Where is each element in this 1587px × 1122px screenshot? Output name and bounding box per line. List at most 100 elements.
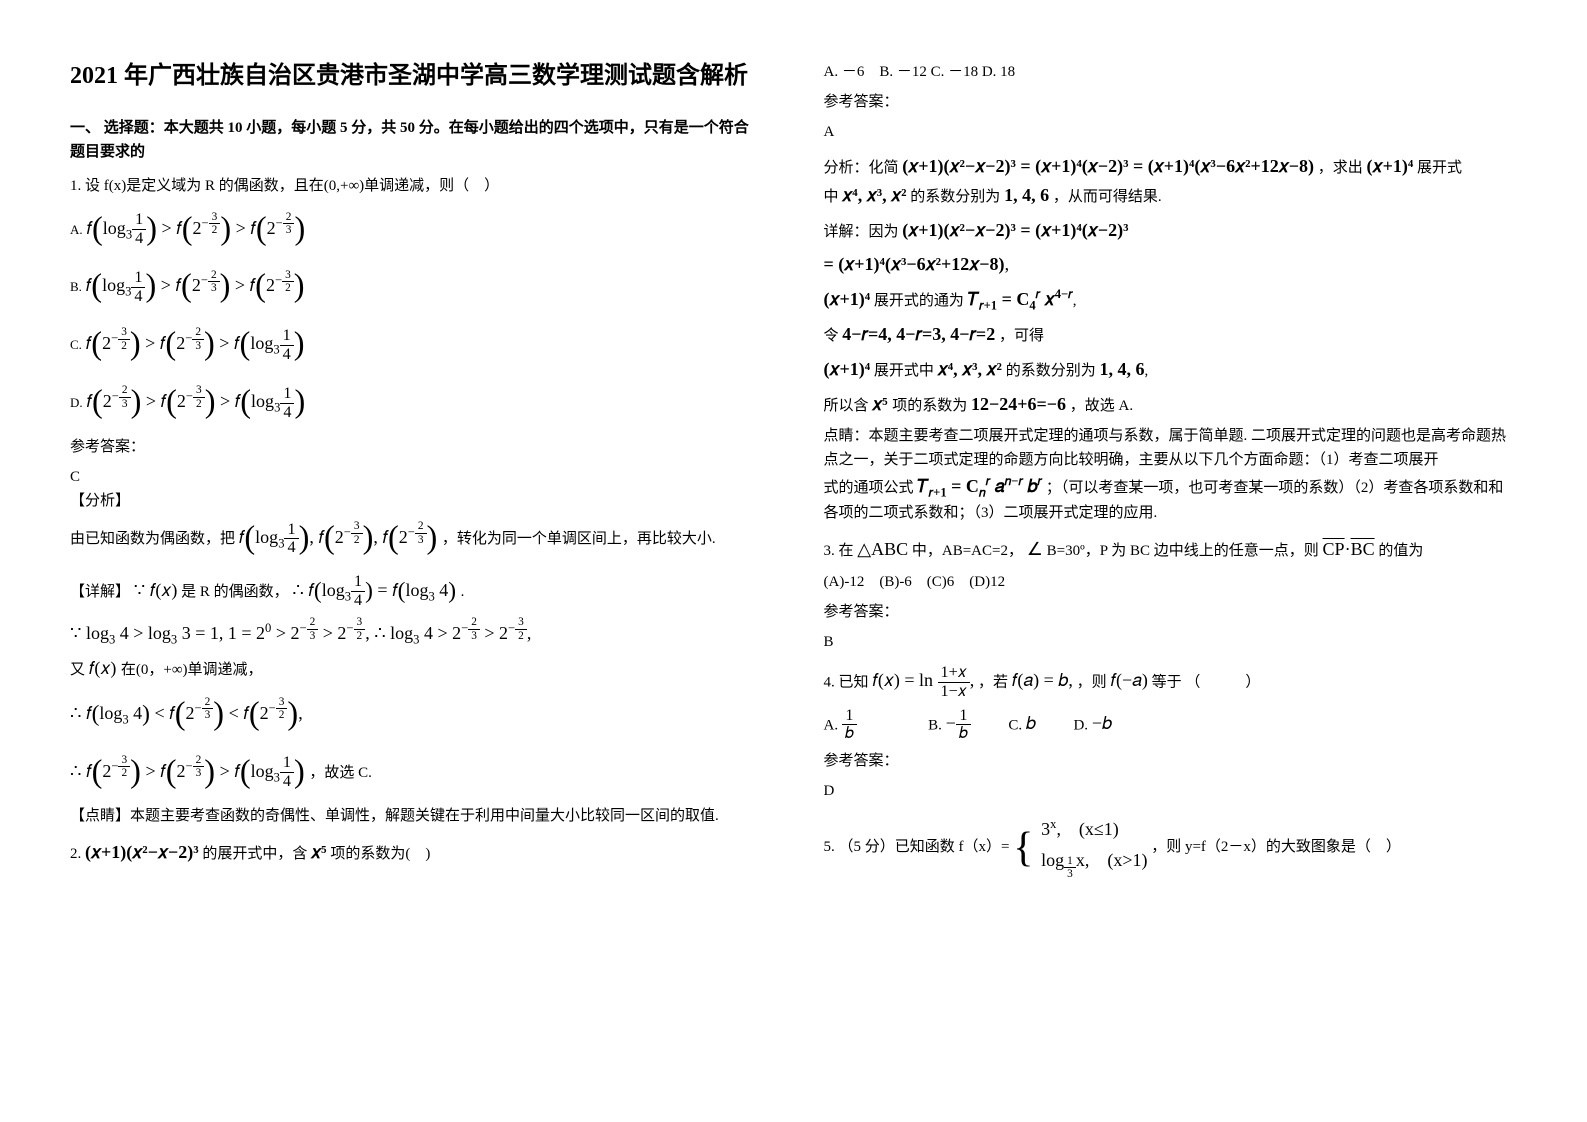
q2-ans: A [824,120,1518,144]
q1-detail1-post-expr: ∴ 𝑓(log314) = 𝑓(log3 4) [292,580,460,600]
q3-stem-post: 的值为 [1378,543,1423,559]
q2-line5-expr: (𝑥+1)⁴ [824,289,871,309]
q1-detail5: ∴ 𝑓(2−32) > 𝑓(2−23) > 𝑓(log314) ，故选 C. [70,747,764,799]
q4-stem-expr3: 𝑓(−𝑎) [1110,670,1148,690]
q2-line6-expr: 4−𝑟=4, 4−𝑟=3, 4−𝑟=2 [842,324,995,344]
q1-opt-d: D. 𝑓(2−23) > 𝑓(2−32) > 𝑓(log314) [70,377,764,429]
q3-stem: 3. 在 △ABC 中，AB=AC=2， ∠ B=30º，P 为 BC 边中线上… [824,535,1518,564]
q1-detail3: 又 𝑓(𝑥) 在(0，+∞)单调递减， [70,654,764,683]
q5-stem: 5. （5 分）已知函数 f（x）= { 3x, (x≤1) log13x, (… [824,813,1518,882]
q2-stem: 2. (𝑥+1)(𝑥²−𝑥−2)³ 的展开式中，含 𝑥⁵ 项的系数为( ) [70,838,764,867]
q5-piece1: 3x, (x≤1) [1041,815,1147,844]
q1-analysis-label: 【分析】 [70,489,764,513]
q2-line8-expr: 𝑥⁵ [872,394,892,414]
q4-stem-pre: 4. 已知 [824,674,869,690]
q2-line6: 令 4−𝑟=4, 4−𝑟=3, 4−𝑟=2 ，可得 [824,320,1518,349]
q1-detail-line1: 【详解】 ∵ 𝑓(𝑥) 是 R 的偶函数， ∴ 𝑓(log314) = 𝑓(lo… [70,573,764,610]
q3-stem-ang: ∠ [1027,539,1043,559]
q1-detail2: ∵ log3 4 > log3 3 = 1, 1 = 20 > 2−23 > 2… [70,616,764,648]
q1-opt-a: A. 𝑓(log314) > 𝑓(2−32) > 𝑓(2−23) [70,204,764,256]
q1-detail-label: 【详解】 [70,584,130,600]
q3-ans: B [824,630,1518,654]
q4-stem-mid2: ，则 [1077,674,1107,690]
q2-line1-expr2: (𝑥+1)⁴ [1367,156,1414,176]
q1-detail5-expr: ∴ 𝑓(2−32) > 𝑓(2−23) > 𝑓(log314) [70,761,309,781]
q2-opts: A. －6 B. －12 C. －18 D. 18 [824,60,1518,84]
q2-line1-post: 展开式 [1417,160,1462,176]
q2-line8-mid: 项的系数为 [892,398,967,414]
q2-line7-expr3: 1, 4, 6 [1099,359,1144,379]
q1-analysis-line: 由已知函数为偶函数，把 𝑓(log314), 𝑓(2−32), 𝑓(2−23) … [70,513,764,565]
q2-stem-pre: 2. [70,846,85,862]
q2-line6-post: ，可得 [999,328,1044,344]
q2-line3-pre: 详解：因为 [824,224,899,240]
q3-stem-pre: 3. 在 [824,543,854,559]
q2-line5: (𝑥+1)⁴ 展开式的通为 𝑇𝑟+1 = C4𝑟 𝑥4−𝑟, [824,285,1518,314]
q2-ans-label: 参考答案： [824,90,1518,114]
q2-line2-expr: 𝑥⁴, 𝑥³, 𝑥² [842,185,906,205]
q1-tip: 【点睛】本题主要考查函数的奇偶性、单调性，解题关键在于利用中间量大小比较同一区间… [70,804,764,828]
q2-line6-pre: 令 [824,328,839,344]
q2-line3-expr: (𝑥+1)(𝑥²−𝑥−2)³ = (𝑥+1)⁴(𝑥−2)³ [902,220,1128,240]
q2-line7-expr: (𝑥+1)⁴ [824,359,871,379]
q2-stem-mid: 的展开式中，含 [202,846,311,862]
q1-analysis-pre: 由已知函数为偶函数，把 [70,531,235,547]
q2-tip2: 式的通项公式 𝑇𝑟+1 = C𝑛𝑟 𝑎𝑛−𝑟 𝑏𝑟 ；（可以考查某一项，也可考查… [824,472,1518,525]
q1-opt-a-expr: 𝑓(log314) > 𝑓(2−32) > 𝑓(2−23) [86,218,305,238]
q1-opt-c-label: C. [70,337,82,352]
q2-line2-expr2: 1, 4, 6 [1004,185,1049,205]
q2-line2-mid: 的系数分别为 [910,189,1000,205]
q2-line7-expr2: 𝑥⁴, 𝑥³, 𝑥² [938,359,1002,379]
q1-opt-c: C. 𝑓(2−32) > 𝑓(2−23) > 𝑓(log314) [70,319,764,371]
q1-opt-d-label: D. [70,395,83,410]
q3-opts: (A)-12 (B)-6 (C)6 (D)12 [824,570,1518,594]
q1-analysis-expr: 𝑓(log314), 𝑓(2−32), 𝑓(2−23) [239,527,442,547]
q4-stem-expr2: 𝑓(𝑎) = 𝑏, [1012,670,1073,690]
q1-detail1-pre-expr: ∵ 𝑓(𝑥) [134,580,178,600]
q4-ans-label: 参考答案： [824,749,1518,773]
page-root: 2021 年广西壮族自治区贵港市圣湖中学高三数学理测试题含解析 一、 选择题：本… [0,0,1587,1122]
q2-line7-mid2: 的系数分别为 [1006,363,1096,379]
q2-stem-expr: (𝑥+1)(𝑥²−𝑥−2)³ [85,842,199,862]
q1-ans-label: 参考答案： [70,435,764,459]
q5-piecewise: 3x, (x≤1) log13x, (x>1) [1041,813,1147,882]
q4-opt-c-pre: C. [1008,717,1026,733]
q1-detail5-post: ，故选 C. [309,765,372,781]
q4-stem-expr1: 𝑓(𝑥) = ln 1+𝑥1−𝑥, [872,670,974,690]
q5-stem-pre: 5. （5 分）已知函数 f（x）= [824,839,1010,855]
q4-stem-post: 等于 （ ） [1152,674,1261,690]
right-column: A. －6 B. －12 C. －18 D. 18 参考答案： A 分析：化简 … [794,60,1548,1102]
q3-ans-label: 参考答案： [824,600,1518,624]
q1-detail3-post: 在(0，+∞)单调递减， [121,662,263,678]
q1-opt-c-expr: 𝑓(2−32) > 𝑓(2−23) > 𝑓(log314) [86,333,305,353]
q1-opt-a-label: A. [70,222,83,237]
q2-line8-pre: 所以含 [824,398,869,414]
q1-detail4: ∴ 𝑓(log3 4) < 𝑓(2−23) < 𝑓(2−32), [70,689,764,741]
q4-opt-a: 1𝑏 [842,713,857,733]
q2-line7-mid: 展开式中 [874,363,934,379]
q4-ans: D [824,779,1518,803]
q3-stem-mid2: B=30º，P 为 BC 边中线上的任意一点，则 [1047,543,1319,559]
q4-opt-d-pre: D. [1073,717,1091,733]
q4-opt-a-pre: A. [824,717,842,733]
q1-opt-b: B. 𝑓(log314) > 𝑓(2−23) > 𝑓(2−32) [70,261,764,313]
q1-opt-d-expr: 𝑓(2−23) > 𝑓(2−32) > 𝑓(log314) [86,391,305,411]
q5-stem-post: ，则 y=f（2－x）的大致图象是（ ） [1151,839,1401,855]
q3-stem-mid1: 中，AB=AC=2， [912,543,1023,559]
q2-line1-pre: 分析：化简 [824,160,899,176]
q4-opt-b-pre: B. [928,717,946,733]
q2-line8: 所以含 𝑥⁵ 项的系数为 12−24+6=−6 ，故选 A. [824,390,1518,419]
doc-title: 2021 年广西壮族自治区贵港市圣湖中学高三数学理测试题含解析 [70,60,764,94]
section-1-head: 一、 选择题：本大题共 10 小题，每小题 5 分，共 50 分。在每小题给出的… [70,116,764,164]
left-column: 2021 年广西壮族自治区贵港市圣湖中学高三数学理测试题含解析 一、 选择题：本… [40,60,794,1102]
q2-tip1: 点睛：本题主要考查二项展开式定理的通项与系数，属于简单题. 二项展开式定理的问题… [824,424,1518,472]
q2-line1-mid: ，求出 [1318,160,1363,176]
q2-line5-expr2: 𝑇𝑟+1 = C4𝑟 𝑥4−𝑟 [968,289,1073,309]
q1-stem: 1. 设 f(x)是定义域为 R 的偶函数，且在(0,+∞)单调递减，则（ ） [70,174,764,198]
q2-line2-post: ，从而可得结果. [1053,189,1162,205]
q3-stem-vec: CP·BC [1323,539,1375,559]
q1-ans: C [70,465,764,489]
q1-detail3-pre: 又 [70,662,85,678]
q4-stem-mid1: ，若 [978,674,1008,690]
brace-icon: { [1013,827,1033,869]
